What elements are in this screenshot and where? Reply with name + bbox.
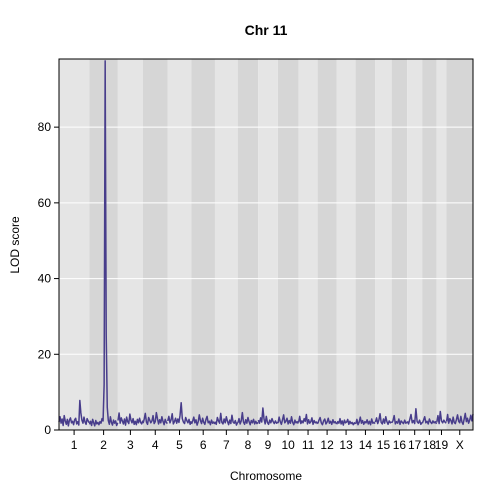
x-tick-label-11: 11 (302, 438, 315, 452)
chromosome-band-X (446, 59, 473, 430)
chromosome-band-6 (191, 59, 215, 430)
x-tick-label-10: 10 (281, 438, 295, 452)
lod-line-chr-13 (336, 417, 356, 426)
chromosome-band-13 (336, 59, 356, 430)
y-tick-label-20: 20 (38, 347, 52, 361)
y-tick-label-40: 40 (38, 272, 52, 286)
x-tick-label-4: 4 (152, 438, 159, 452)
lod-line-chr-12 (317, 416, 338, 426)
y-tick-label-0: 0 (44, 423, 51, 437)
chromosome-band-15 (375, 59, 392, 430)
chromosome-band-14 (355, 59, 376, 430)
lod-line-chr-8 (237, 411, 259, 426)
lod-line-chr-6 (190, 414, 216, 426)
chromosome-band-9 (258, 59, 278, 430)
lod-curve (58, 60, 474, 427)
x-tick-label-2: 2 (100, 438, 107, 452)
lod-line-chr-2 (88, 60, 119, 427)
lod-line-chr-18 (421, 416, 438, 425)
x-tick-label-17: 17 (408, 438, 422, 452)
chromosome-band-16 (391, 59, 408, 430)
y-axis-label: LOD score (8, 216, 22, 274)
lod-line-chr-11 (297, 413, 319, 426)
x-tick-label-9: 9 (265, 438, 272, 452)
chromosome-band-19 (436, 59, 447, 430)
y-tick-label-80: 80 (38, 120, 52, 134)
x-tick-label-15: 15 (377, 438, 391, 452)
chromosome-band-17 (407, 59, 423, 430)
chromosome-band-8 (237, 59, 259, 430)
lod-line-chr-16 (391, 414, 408, 426)
chromosome-band-5 (167, 59, 192, 430)
chromosome-band-1 (59, 59, 90, 430)
chromosome-band-3 (117, 59, 143, 430)
lod-line-chr-14 (355, 416, 376, 426)
lod-line-chr-1 (58, 399, 90, 427)
chromosome-band-11 (298, 59, 318, 430)
x-tick-label-13: 13 (339, 438, 353, 452)
x-tick-label-1: 1 (71, 438, 78, 452)
lod-line-chr-17 (406, 408, 423, 426)
x-tick-label-12: 12 (320, 438, 334, 452)
lod-line-chr-19 (436, 410, 447, 425)
x-tick-label-6: 6 (200, 438, 207, 452)
x-tick-label-3: 3 (127, 438, 134, 452)
chart-title: Chr 11 (245, 22, 288, 38)
lod-line-chr-9 (257, 407, 279, 426)
lod-line-chr-5 (167, 401, 192, 426)
chromosome-band-10 (277, 59, 299, 430)
lod-line-chr-15 (374, 412, 392, 426)
chromosome-band-18 (422, 59, 437, 430)
chromosome-band-4 (142, 59, 168, 430)
chromosome-band-7 (214, 59, 238, 430)
x-tick-label-7: 7 (223, 438, 230, 452)
x-tick-label-14: 14 (359, 438, 373, 452)
chromosome-bands (59, 59, 473, 430)
chromosome-band-12 (317, 59, 337, 430)
lod-line-chr-10 (277, 414, 299, 426)
grid-lines (59, 126, 473, 355)
lod-line-chr-4 (142, 411, 168, 426)
lod-line-chr-3 (117, 412, 144, 426)
x-tick-label-16: 16 (393, 438, 407, 452)
x-tick-label-18: 18 (423, 438, 437, 452)
y-axis: 0 20 40 60 80 (38, 120, 59, 437)
lod-line-chr-7 (214, 412, 239, 426)
x-tick-label-5: 5 (176, 438, 183, 452)
lod-line-chr-X (445, 412, 474, 426)
x-axis-label: Chromosome (230, 469, 302, 483)
y-tick-label-60: 60 (38, 196, 52, 210)
x-tick-label-19: 19 (435, 438, 449, 452)
x-tick-label-X: X (456, 438, 464, 452)
x-tick-label-8: 8 (245, 438, 252, 452)
plot-frame (58, 58, 474, 431)
